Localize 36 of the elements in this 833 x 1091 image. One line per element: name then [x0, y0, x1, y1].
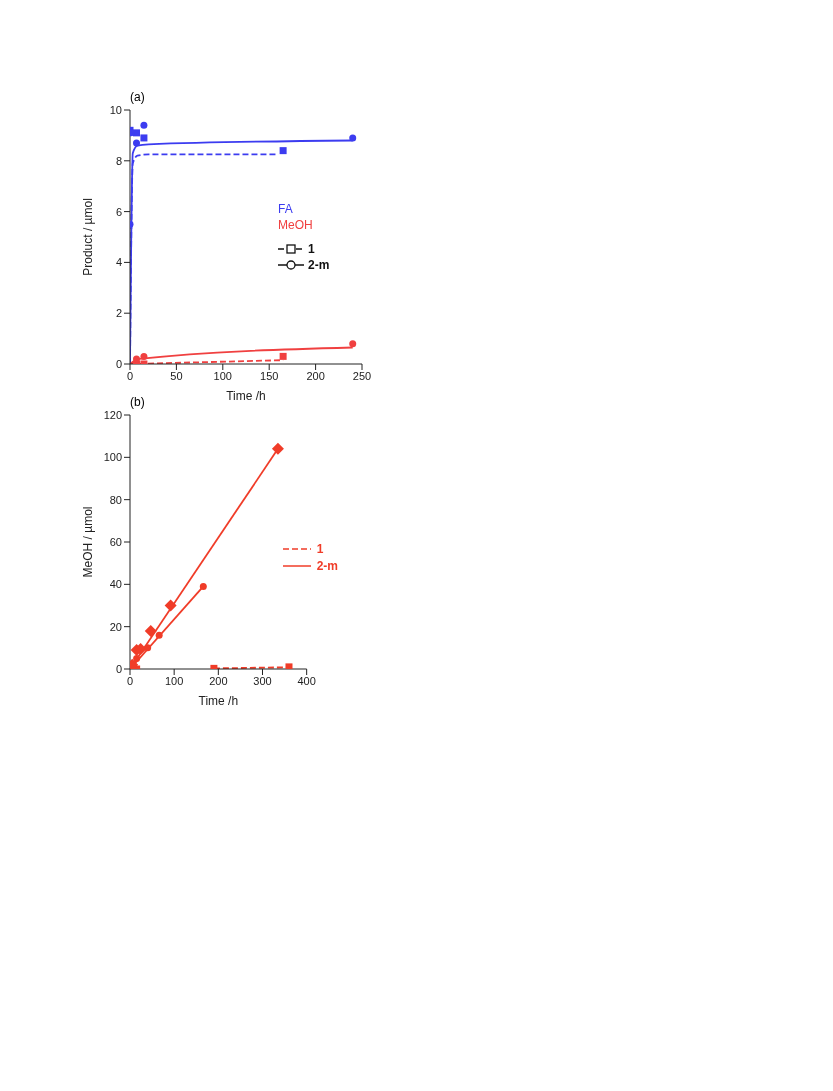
y-tick-label: 100	[103, 451, 122, 464]
y-axis-title: Product / µmol	[81, 198, 96, 276]
y-tick-label: 0	[115, 357, 122, 370]
x-tick-label: 400	[297, 674, 316, 687]
x-axis-title: Time /h	[226, 389, 266, 403]
y-tick-label: 40	[109, 578, 122, 591]
x-tick-label: 0	[126, 674, 134, 687]
annotation: MeOH	[278, 218, 313, 232]
x-tick-label: 0	[126, 369, 134, 382]
annotation: 2-m	[308, 258, 330, 272]
x-tick-label: 50	[170, 369, 183, 382]
y-tick-label: 20	[109, 620, 122, 633]
x-tick-label: 200	[306, 369, 325, 382]
x-tick-label: 100	[213, 369, 232, 382]
y-tick-label: 8	[115, 154, 122, 167]
y-tick-label: 0	[115, 662, 122, 675]
y-tick-label: 60	[109, 535, 122, 548]
y-tick-label: 120	[103, 408, 122, 421]
y-axis-title: MeOH / µmol	[81, 506, 96, 578]
x-tick-label: 250	[352, 369, 372, 382]
x-tick-label: 150	[260, 369, 279, 382]
x-axis-title: Time /h	[198, 694, 239, 708]
y-tick-label: 6	[115, 205, 122, 218]
annotation: FA	[278, 202, 293, 216]
x-tick-label: 100	[164, 674, 184, 687]
chart-title: (b)	[130, 395, 145, 409]
y-tick-label: 4	[115, 256, 122, 269]
y-tick-label: 80	[109, 493, 122, 506]
x-tick-label: 300	[253, 674, 272, 687]
legend-label: 1	[316, 542, 324, 556]
legend-label: 2-m	[316, 559, 338, 573]
y-tick-label: 10	[109, 103, 122, 116]
y-tick-label: 2	[115, 307, 122, 320]
x-tick-label: 200	[209, 674, 228, 687]
annotation: 1	[308, 242, 315, 256]
chart-title: (a)	[130, 90, 145, 104]
